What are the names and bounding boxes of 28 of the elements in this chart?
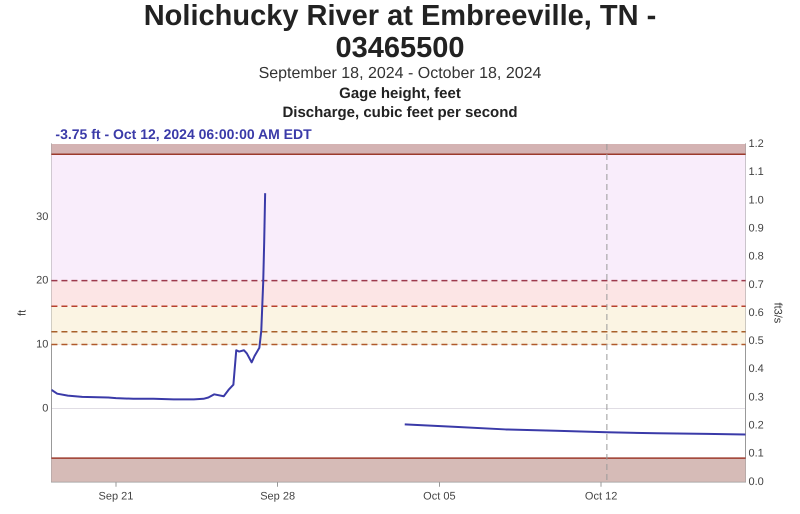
y2-tick-label: 0.7 <box>748 278 764 291</box>
y2-tick-label: 1.2 <box>748 138 764 150</box>
x-tick-label: Sep 28 <box>260 490 296 502</box>
text: Discharge, cubic feet per second <box>281 103 519 122</box>
y2-tick-label: 1.0 <box>748 194 764 206</box>
y-tick-label: 10 <box>36 338 48 351</box>
y2-tick-label: 0.1 <box>748 448 764 460</box>
x-tick-label: Sep 21 <box>98 490 134 502</box>
y2-tick-label: 0.2 <box>748 420 764 432</box>
y2-tick-label: 0.6 <box>748 306 764 319</box>
y2-tick-label: 0.4 <box>748 363 764 376</box>
text: Gage height, feet <box>338 84 462 103</box>
y2-tick-label: 1.1 <box>748 166 764 178</box>
y2-tick-label: 0.9 <box>748 222 764 234</box>
chart-title: Nolichucky River at Embreeville, TN - 03465500 <box>142 0 658 64</box>
x-tick-label: Oct 05 <box>423 490 456 502</box>
y2-tick-label: 0.0 <box>748 476 764 488</box>
chart-subtitle: September 18, 2024 - October 18, 2024 <box>258 64 542 84</box>
y2-tick-label: 0.3 <box>748 391 764 404</box>
y-tick-label: 20 <box>36 274 48 287</box>
y-axis-title: ft <box>16 310 29 316</box>
y-tick-label: 0 <box>42 402 48 414</box>
x-tick-label: Oct 12 <box>584 490 618 502</box>
y-tick-label: 30 <box>36 210 48 223</box>
y2-axis-title: ft3/s <box>771 302 784 324</box>
y2-tick-label: 0.5 <box>748 335 764 348</box>
text: -3.75 ft - Oct 12, 2024 06:00:00 AM EDT <box>55 126 312 142</box>
y2-tick-label: 0.8 <box>748 250 764 263</box>
